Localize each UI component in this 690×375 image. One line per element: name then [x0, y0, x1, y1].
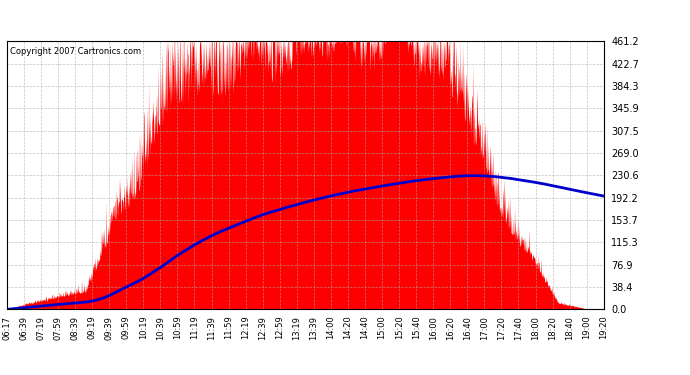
- Text: West Array Actual Power (red) & Running Average Power (blue) (Watts) Wed Apr 18 : West Array Actual Power (red) & Running …: [5, 13, 685, 26]
- Text: Copyright 2007 Cartronics.com: Copyright 2007 Cartronics.com: [10, 46, 141, 56]
